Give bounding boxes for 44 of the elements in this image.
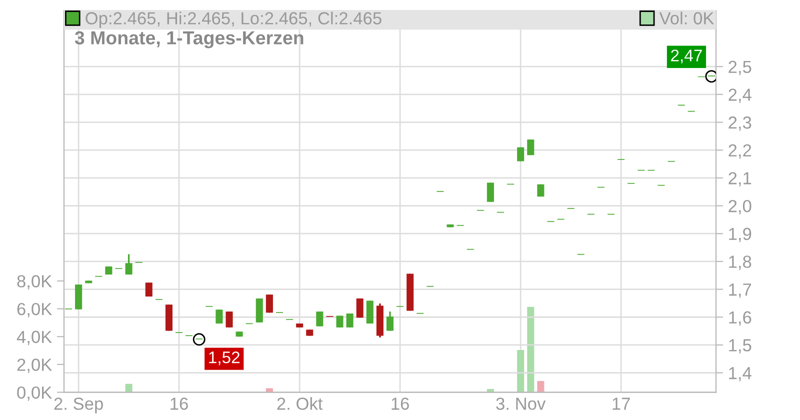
- bar: [527, 306, 534, 392]
- x-tick-label: 2. Okt: [277, 397, 323, 410]
- candlestick: [527, 138, 534, 156]
- candlestick: [336, 314, 344, 328]
- y2-tick-label: 1,8: [729, 256, 752, 270]
- y2-tick-label: 1,6: [729, 311, 752, 326]
- y2-tick-label: 1,5: [729, 339, 752, 354]
- legend-label: Op:2.465, Hi:2.465, Lo:2.465, Cl:2.465: [86, 12, 382, 28]
- bar: [537, 381, 544, 392]
- y-tick-label: 0,0K: [17, 386, 52, 401]
- candlestick: [256, 298, 263, 324]
- y2-tick-label: 2,4: [728, 88, 752, 103]
- y2-tick-label: 2,3: [728, 116, 752, 131]
- candlestick: [226, 310, 233, 328]
- bar: [517, 350, 524, 392]
- x-tick-label: 16: [170, 398, 188, 410]
- candlestick: [346, 312, 354, 328]
- candlestick: [125, 253, 132, 276]
- y2-tick-label: 1,4: [729, 367, 752, 382]
- candlestick: [145, 282, 152, 298]
- x-tick-label: 3. Nov: [496, 398, 546, 410]
- annotation: 2,47: [671, 50, 702, 64]
- y2-tick-label: 2,2: [728, 144, 752, 159]
- y2-tick-label: 1,9: [729, 228, 752, 242]
- candlestick: [486, 182, 494, 203]
- y2-tick-label: 2,5: [728, 60, 752, 76]
- y-tick-label: 2,0K: [17, 358, 52, 373]
- y2-tick-label: 2,1: [728, 172, 752, 186]
- legend-label: Vol: 0K: [659, 12, 714, 24]
- y2-tick-label: 2,0: [728, 200, 752, 214]
- y-tick-label: 6,0K: [17, 302, 52, 318]
- y-tick-label: 8,0K: [17, 275, 52, 290]
- y-tick-label: 4,0K: [16, 330, 52, 346]
- x-tick-label: 2. Sep: [54, 398, 103, 414]
- annotation: 1,52: [209, 352, 240, 366]
- text: 3 Monate, 1-Tages-Kerzen: [74, 31, 304, 48]
- candlestick: [386, 310, 394, 332]
- x-tick-label: 16: [392, 398, 409, 410]
- candlestick: [366, 300, 374, 324]
- candlestick: [266, 294, 273, 314]
- x-tick-label: 17: [612, 398, 630, 410]
- candlestick: [316, 310, 324, 328]
- candlestick: [216, 308, 223, 324]
- y2-tick-label: 1,7: [729, 284, 752, 298]
